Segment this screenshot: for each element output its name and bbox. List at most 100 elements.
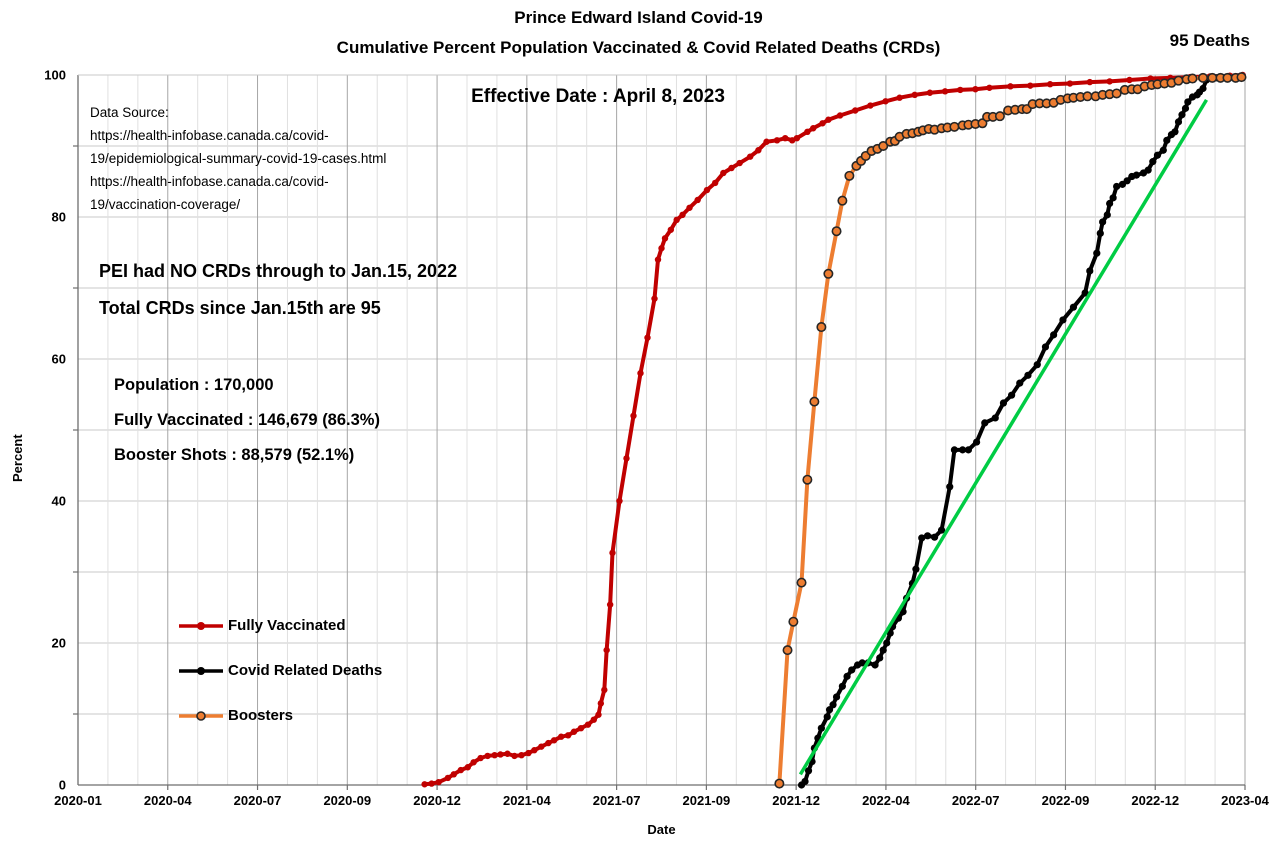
series-fully-vaccinated-marker — [941, 88, 949, 95]
y-tick-label: 0 — [59, 778, 66, 793]
x-tick-label: 2020-12 — [413, 793, 461, 808]
series-fully-vaccinated-marker — [667, 226, 675, 233]
series-fully-vaccinated-marker — [679, 211, 686, 219]
series-fully-vaccinated-marker — [491, 751, 498, 759]
y-tick-label: 40 — [52, 494, 66, 509]
series-fully-vaccinated-marker — [694, 196, 701, 204]
series-fully-vaccinated-marker — [804, 128, 811, 135]
crd-note-line1: PEI had NO CRDs through to Jan.15, 2022 — [99, 261, 458, 281]
x-tick-label: 2020-04 — [144, 793, 192, 808]
crd-note-line2: Total CRDs since Jan.15th are 95 — [99, 298, 381, 318]
series-fully-vaccinated-marker — [782, 134, 789, 142]
series-boosters-marker — [878, 141, 889, 152]
x-tick-label: 2022-04 — [862, 793, 910, 808]
deaths-count-annotation: 95 Deaths — [1169, 31, 1250, 50]
series-fully-vaccinated-marker — [1007, 83, 1014, 90]
series-fully-vaccinated-marker — [570, 728, 578, 735]
series-fully-vaccinated-marker — [1126, 76, 1133, 84]
legend-label-fully-vaccinated: Fully Vaccinated — [228, 617, 346, 634]
series-fully-vaccinated-marker — [518, 751, 525, 759]
series-fully-vaccinated-marker — [595, 711, 602, 718]
series-fully-vaccinated-marker — [673, 216, 680, 224]
legend-label-covid-related-deaths: Covid Related Deaths — [228, 662, 383, 679]
y-tick-label: 60 — [52, 352, 66, 367]
series-boosters-marker — [788, 616, 799, 627]
series-fully-vaccinated-marker — [825, 116, 832, 123]
series-boosters-marker — [949, 121, 960, 132]
legend-item-boosters: Boosters — [178, 693, 382, 738]
series-fully-vaccinated-marker — [728, 164, 735, 172]
series-fully-vaccinated-marker — [773, 137, 781, 144]
series-fully-vaccinated-marker — [577, 725, 585, 732]
x-tick-label: 2022-09 — [1042, 793, 1090, 808]
series-fully-vaccinated-marker — [504, 750, 511, 757]
series-covid-related-deaths-marker — [843, 672, 851, 680]
series-covid-related-deaths-marker — [1178, 111, 1186, 119]
series-covid-related-deaths-marker — [1099, 218, 1107, 226]
series-fully-vaccinated-marker — [1086, 78, 1093, 86]
series-covid-related-deaths-marker — [1199, 84, 1207, 93]
series-covid-related-deaths-marker — [1081, 289, 1089, 297]
series-covid-related-deaths-marker — [972, 438, 981, 446]
series-fully-vaccinated-marker — [550, 737, 558, 744]
series-covid-related-deaths-marker — [817, 724, 825, 732]
series-fully-vaccinated-marker — [911, 91, 918, 99]
series-covid-related-deaths-marker — [918, 534, 926, 542]
legend-swatch-fully-vaccinated — [179, 621, 223, 630]
series-fully-vaccinated-marker — [444, 774, 452, 782]
series-fully-vaccinated-marker — [545, 739, 552, 747]
series-covid-related-deaths-line — [800, 75, 1222, 787]
series-fully-vaccinated-marker — [601, 686, 608, 694]
data-source-annotation: Data Source: https://health-infobase.can… — [90, 105, 387, 212]
series-fully-vaccinated-marker — [736, 159, 743, 167]
series-fully-vaccinated-marker — [564, 732, 572, 739]
series-boosters-marker — [802, 474, 813, 485]
series-fully-vaccinated-marker — [630, 412, 637, 419]
series-covid-related-deaths-marker — [1059, 316, 1067, 324]
series-covid-related-deaths-marker — [1109, 194, 1117, 202]
series-covid-related-deaths-marker — [1171, 128, 1179, 136]
x-tick-label: 2022-12 — [1131, 793, 1179, 808]
crd-trend-line — [798, 98, 1208, 776]
series-fully-vaccinated-marker — [654, 256, 662, 263]
series-fully-vaccinated-marker — [986, 84, 993, 91]
stats-population: Population : 170,000 — [114, 376, 274, 394]
series-fully-vaccinated-marker — [470, 759, 477, 766]
series-covid-related-deaths-marker — [883, 639, 891, 647]
series-boosters-marker — [837, 195, 848, 206]
x-tick-label: 2021-07 — [593, 793, 641, 808]
series-fully-vaccinated-marker — [686, 204, 693, 211]
series-covid-related-deaths-marker — [1016, 379, 1024, 387]
series-covid-related-deaths-marker — [823, 713, 831, 721]
series-fully-vaccinated-marker — [584, 721, 592, 728]
series-boosters-marker — [1207, 72, 1218, 83]
series-boosters-marker — [816, 322, 827, 333]
series-covid-related-deaths-marker — [801, 777, 809, 786]
series-fully-vaccinated-marker — [603, 646, 610, 654]
series-covid-related-deaths-marker — [991, 414, 999, 422]
crd-note-annotation: PEI had NO CRDs through to Jan.15, 2022 … — [99, 253, 457, 327]
series-covid-related-deaths-marker — [1184, 98, 1192, 106]
legend-item-fully-vaccinated: Fully Vaccinated — [178, 603, 382, 648]
chart-title-line2: Cumulative Percent Population Vaccinated… — [336, 38, 941, 57]
series-boosters-marker — [823, 268, 834, 279]
series-fully-vaccinated-marker — [606, 601, 614, 608]
series-boosters-marker — [1197, 72, 1208, 83]
series-fully-vaccinated-marker — [450, 771, 457, 778]
series-boosters-marker — [1111, 88, 1122, 99]
series-fully-vaccinated-marker — [711, 179, 719, 187]
series-covid-related-deaths-marker — [946, 483, 954, 491]
series-covid-related-deaths-marker — [848, 666, 856, 674]
series-fully-vaccinated-marker — [836, 112, 844, 119]
series-fully-vaccinated-marker — [763, 138, 770, 145]
series-fully-vaccinated-marker — [428, 780, 435, 787]
series-fully-vaccinated-marker — [623, 455, 630, 462]
y-tick-label: 80 — [52, 210, 66, 225]
series-covid-related-deaths-marker — [1008, 391, 1016, 399]
series-covid-related-deaths-marker — [879, 646, 887, 654]
chart-title-line1: Prince Edward Island Covid-19 — [514, 8, 763, 27]
series-covid-related-deaths-marker — [1041, 343, 1050, 351]
x-tick-label: 2021-09 — [683, 793, 731, 808]
series-fully-vaccinated-marker — [703, 186, 711, 194]
series-fully-vaccinated-marker — [609, 549, 616, 557]
